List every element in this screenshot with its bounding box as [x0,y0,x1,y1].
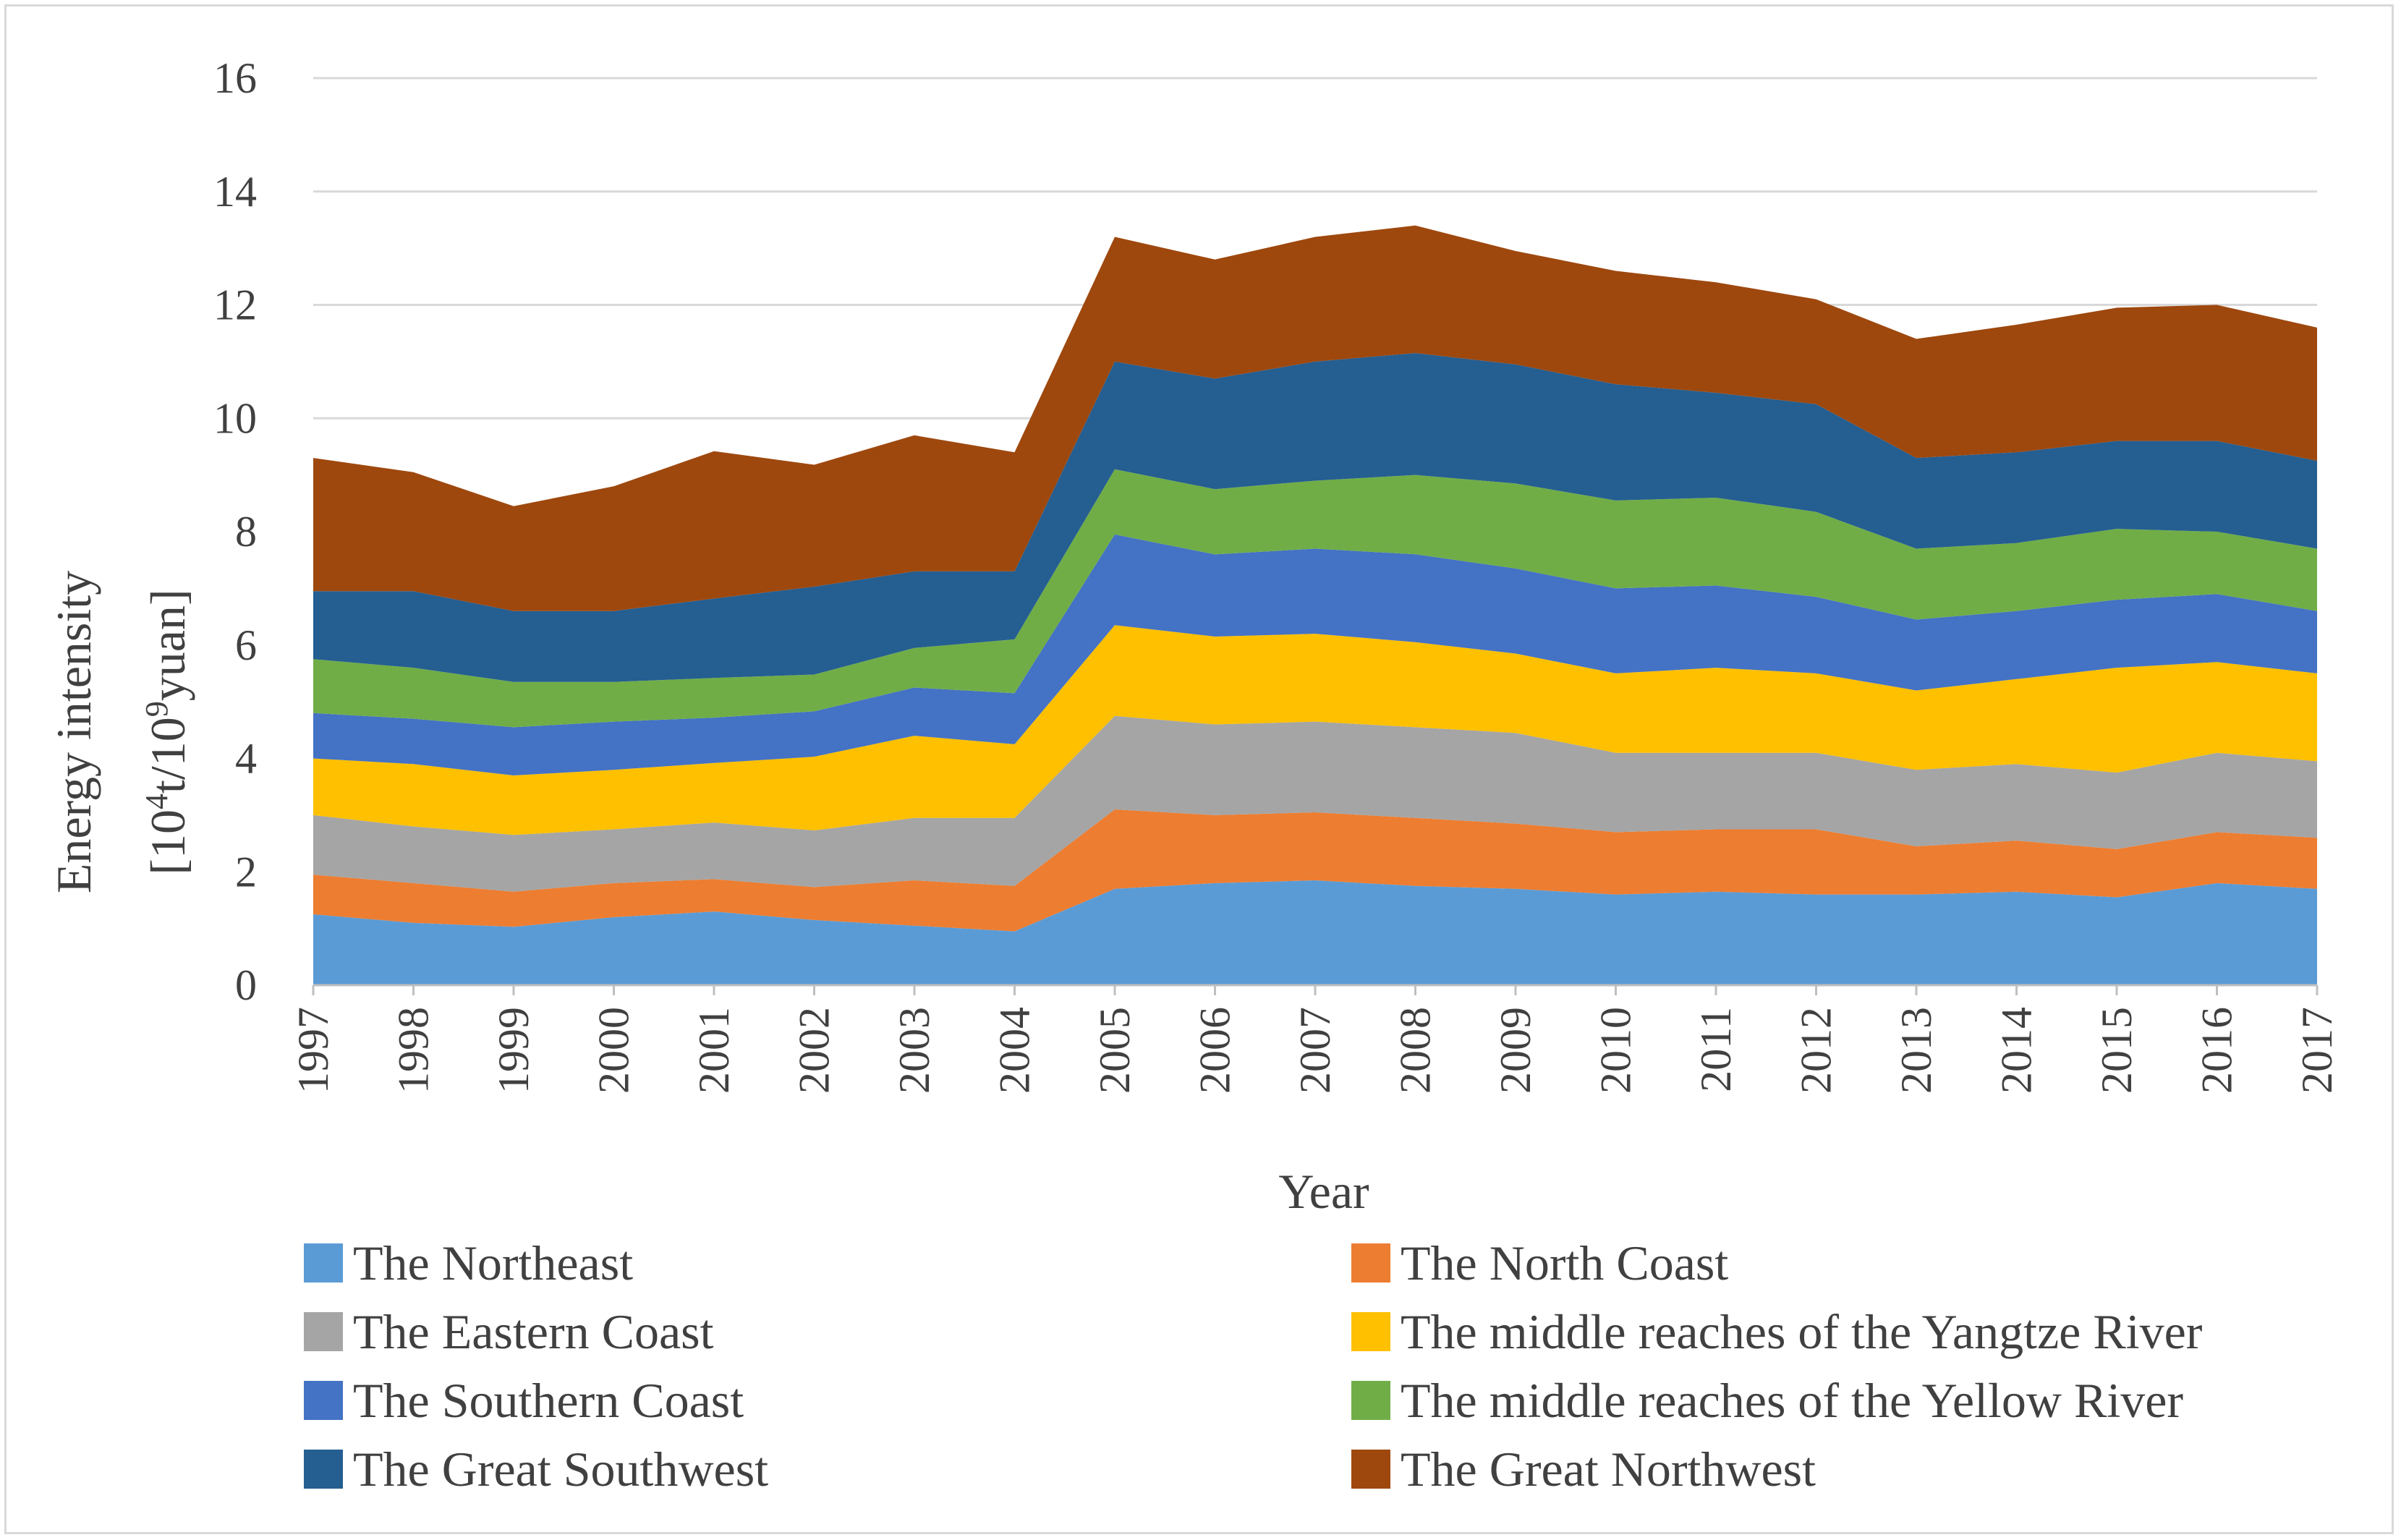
x-tick-label: 2001 [690,1007,738,1094]
x-tick-label: 1997 [289,1007,337,1094]
legend-label: The North Coast [1401,1235,1728,1290]
y-tick-label: 10 [213,394,257,442]
x-tick-label: 2007 [1291,1007,1339,1094]
legend-label: The Eastern Coast [353,1304,714,1359]
y-axis-title: Energy intensity [104t/109yuan] [46,571,195,893]
x-tick-label: 2012 [1793,1007,1840,1094]
area-the-eastern-coast [313,715,2317,892]
x-tick-label: 1999 [490,1007,537,1094]
y-tick-label: 4 [235,735,257,783]
legend-swatch [304,1381,343,1420]
legend-label: The Northeast [353,1235,633,1290]
legend-item: The Southern Coast [304,1373,744,1428]
legend-swatch [1351,1312,1390,1351]
y-tick-label: 12 [213,281,257,329]
area-the-great-southwest [313,353,2317,682]
legend-swatch [304,1450,343,1489]
legend-item: The Northeast [304,1235,633,1290]
x-tick-label: 2011 [1692,1007,1740,1092]
x-tick-label: 2005 [1091,1007,1139,1094]
x-tick-label: 1998 [390,1007,438,1094]
legend-item: The middle reaches of the Yangtze River [1351,1304,2203,1359]
legend-label: The Great Southwest [353,1442,768,1497]
legend-item: The middle reaches of the Yellow River [1351,1373,2183,1428]
axes: 0 2 4 6 8 10 12 14 16 1997 1998 1999 2000 2001 2002 200… [213,54,2341,1094]
y-tick-label: 14 [213,168,257,216]
legend-swatch [1351,1381,1390,1420]
legend-label: The middle reaches of the Yangtze River [1401,1304,2203,1359]
area-the-middle-reaches-of-the-yangtze-river [313,625,2317,835]
x-tick-label: 2004 [991,1007,1039,1094]
x-tick-label: 2017 [2293,1007,2341,1094]
area-the-north-coast [313,809,2317,932]
area-series [313,225,2317,985]
area-the-northeast [313,880,2317,985]
legend-swatch [304,1243,343,1282]
y-tick-label: 2 [235,848,257,896]
legend-label: The middle reaches of the Yellow River [1401,1373,2183,1428]
area-the-southern-coast [313,534,2317,775]
legend: The Northeast The North Coast The Eastern … [304,1235,2203,1497]
legend-item: The Great Southwest [304,1442,768,1497]
legend-swatch [304,1312,343,1351]
x-axis-title: Year [1278,1164,1369,1219]
legend-label: The Great Northwest [1401,1442,1816,1497]
legend-item: The Great Northwest [1351,1442,1816,1497]
x-tick-label: 2015 [2093,1007,2141,1094]
x-tick-label: 2016 [2193,1007,2241,1094]
y-axis-title-line1: Energy intensity [46,571,101,893]
legend-item: The North Coast [1351,1235,1728,1290]
legend-swatch [1351,1243,1390,1282]
x-tick-label: 2002 [791,1007,838,1094]
legend-swatch [1351,1450,1390,1489]
legend-item: The Eastern Coast [304,1304,714,1359]
y-tick-label: 6 [235,621,257,669]
y-tick-label: 16 [213,54,257,102]
x-tick-label: 2014 [1993,1007,2041,1094]
x-tick-label: 2010 [1592,1007,1640,1094]
x-tick-label: 2013 [1892,1007,1940,1094]
legend-label: The Southern Coast [353,1373,744,1428]
area-the-great-northwest [313,225,2317,611]
y-axis-title-line2: [104t/109yuan] [139,589,195,875]
x-tick-label: 2009 [1492,1007,1539,1094]
x-tick-label: 2006 [1191,1007,1239,1094]
area-the-middle-reaches-of-the-yellow-river [313,469,2317,728]
y-tick-label: 8 [235,508,257,556]
y-tick-label: 0 [235,961,257,1009]
x-tick-label: 2008 [1392,1007,1440,1094]
x-tick-label: 2003 [891,1007,938,1094]
x-tick-label: 2000 [590,1007,638,1094]
